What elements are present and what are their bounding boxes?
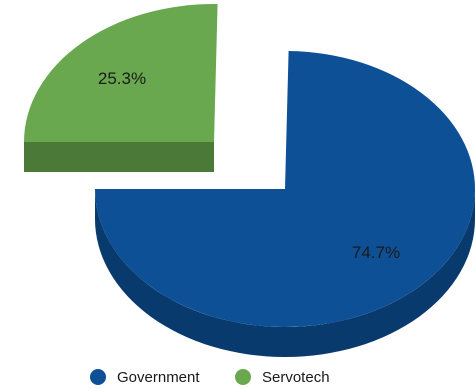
legend-item-government[interactable]: Government: [90, 369, 200, 386]
legend-label-servotech: Servotech: [262, 369, 330, 386]
legend-marker-servotech: [235, 369, 251, 385]
slice-government-side: [95, 189, 475, 357]
slice-servotech-group[interactable]: 25.3%: [23, 3, 218, 172]
slice-label-government: 74.7%: [352, 243, 400, 262]
slice-government-group[interactable]: 74.7%: [95, 51, 475, 357]
legend-label-government: Government: [117, 369, 200, 386]
legend: Government Servotech: [90, 369, 330, 386]
slice-servotech[interactable]: [23, 3, 218, 143]
legend-item-servotech[interactable]: Servotech: [235, 369, 330, 386]
slice-government[interactable]: [95, 51, 475, 327]
slice-label-servotech: 25.3%: [98, 69, 146, 88]
legend-marker-government: [90, 369, 106, 385]
slice-servotech-side: [24, 142, 214, 172]
